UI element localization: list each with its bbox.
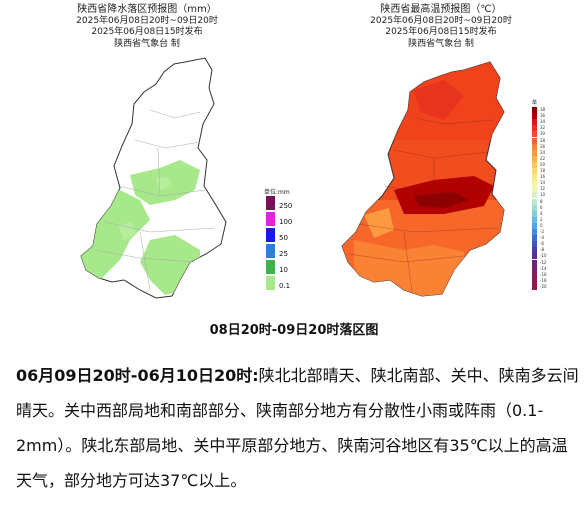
precipitation-map-period: 2025年06月08日20时~09日20时 xyxy=(76,15,218,26)
temperature-legend-label: 0 xyxy=(540,222,543,228)
temperature-legend-swatch xyxy=(532,259,537,266)
temperature-legend-swatch xyxy=(532,229,537,236)
temperature-legend-label: 32 xyxy=(540,125,546,131)
temperature-legend-swatch xyxy=(532,283,537,290)
temperature-legend-swatch xyxy=(532,271,537,278)
temperature-legend-swatch xyxy=(532,149,537,156)
temperature-legend-label: 22 xyxy=(540,155,546,161)
temperature-legend-label: 26 xyxy=(540,143,546,149)
temperature-legend-label: 30 xyxy=(540,131,546,137)
temperature-legend-swatch xyxy=(532,113,537,120)
legend-label: 10 xyxy=(279,266,288,274)
temperature-legend-swatch xyxy=(532,186,537,193)
temperature-legend-label: -8 xyxy=(540,247,544,253)
temperature-legend-swatch xyxy=(532,216,537,223)
precipitation-legend-item: 100 xyxy=(266,212,292,226)
temperature-legend-swatch xyxy=(532,204,537,211)
temperature-legend-label: -18 xyxy=(540,277,547,283)
precipitation-legend-item: 50 xyxy=(266,228,292,242)
temperature-legend-swatch xyxy=(532,107,537,114)
temperature-map-title: 陕西省最高温预报图（℃） xyxy=(380,4,502,15)
map-caption: 08日20时-09日20时落区图 xyxy=(209,323,379,338)
precipitation-map-agency: 陕西省气象台 制 xyxy=(114,38,180,49)
temperature-legend-swatch xyxy=(532,161,537,168)
temperature-legend-swatch xyxy=(532,265,537,272)
precipitation-legend-item: 25 xyxy=(266,244,292,258)
precipitation-legend-item: 250 xyxy=(266,196,292,210)
temperature-legend-label: -20 xyxy=(540,283,547,289)
legend-label: 25 xyxy=(279,250,288,258)
legend-label: 0.1 xyxy=(279,282,291,290)
temperature-legend-swatch xyxy=(532,235,537,242)
temperature-map-agency: 陕西省气象台 制 xyxy=(408,38,474,49)
temperature-legend-swatch xyxy=(532,131,537,138)
temperature-legend-swatch xyxy=(532,155,537,162)
legend-swatch xyxy=(266,212,275,226)
legend-label: 100 xyxy=(279,218,293,226)
temperature-legend-label: 20 xyxy=(540,161,546,167)
temperature-legend-swatch xyxy=(532,210,537,217)
temperature-legend-label: 14 xyxy=(540,180,546,186)
temperature-legend-label: 36 xyxy=(540,113,546,119)
temperature-legend-label: -6 xyxy=(540,241,544,247)
precipitation-map-panel: 陕西省降水落区预报图（mm） 2025年06月08日20时~09日20时 202… xyxy=(0,0,294,310)
temperature-legend-label: 38 xyxy=(540,107,546,112)
temperature-legend-swatch xyxy=(532,125,537,132)
temperature-legend-label: 18 xyxy=(540,168,546,173)
temperature-map xyxy=(341,61,505,297)
forecast-period: 06月09日20时-06月10日20时: xyxy=(16,366,259,385)
temperature-legend-swatch xyxy=(532,119,537,126)
temperature-legend-label: 8 xyxy=(540,198,543,204)
temperature-legend-swatch xyxy=(532,198,537,205)
temperature-legend-swatch xyxy=(532,137,537,144)
temperature-legend-swatch xyxy=(532,168,537,175)
temperature-legend-label: 4 xyxy=(540,210,543,216)
temperature-legend-swatch xyxy=(532,222,537,229)
legend-swatch xyxy=(266,276,275,290)
precipitation-map-issued: 2025年06月08日15时发布 xyxy=(91,27,203,37)
precipitation-legend-item: 10 xyxy=(266,260,292,274)
temperature-map-period: 2025年06月08日20时~09日20时 xyxy=(370,15,512,26)
precipitation-map-header: 陕西省降水落区预报图（mm） 2025年06月08日20时~09日20时 202… xyxy=(0,4,294,50)
temperature-legend-swatch xyxy=(532,247,537,254)
legend-label: 50 xyxy=(279,234,288,242)
precipitation-legend-item: 0.1 xyxy=(266,276,292,290)
temperature-legend-label: 24 xyxy=(540,149,546,155)
temperature-legend-label: -12 xyxy=(540,259,547,265)
precipitation-legend-unit: 单位:mm xyxy=(264,189,290,196)
legend-swatch xyxy=(266,260,275,274)
temperature-legend-label: -10 xyxy=(540,253,547,259)
temperature-legend-label: 34 xyxy=(540,119,546,125)
temperature-map-panel: 陕西省最高温预报图（℃） 2025年06月08日20时~09日20时 2025年… xyxy=(294,0,588,310)
forecast-body: 陕北北部晴天、陕北南部、关中、陕南多云间晴天。关中西部局地和南部部分、陕南部分地… xyxy=(16,366,579,490)
legend-swatch xyxy=(266,196,275,210)
temperature-legend-swatch xyxy=(532,143,537,150)
temperature-legend-label: 16 xyxy=(540,174,546,180)
temperature-legend-label: 28 xyxy=(540,137,546,143)
temperature-legend-swatch xyxy=(532,192,537,199)
temperature-legend-swatch xyxy=(532,174,537,181)
temperature-legend-swatch xyxy=(532,180,537,187)
precipitation-map xyxy=(80,57,227,299)
temperature-legend-label: -16 xyxy=(540,271,547,277)
legend-label: 250 xyxy=(279,202,293,210)
city-boundaries-right xyxy=(348,117,500,293)
city-boundaries-left xyxy=(94,109,216,291)
temperature-map-header: 陕西省最高温预报图（℃） 2025年06月08日20时~09日20时 2025年… xyxy=(294,4,588,50)
legend-swatch xyxy=(266,228,275,242)
temperature-legend-swatch xyxy=(532,253,537,260)
temperature-legend-label: -4 xyxy=(540,235,544,241)
precipitation-map-title: 陕西省降水落区预报图（mm） xyxy=(77,4,217,15)
temperature-legend-label: -2 xyxy=(540,229,544,234)
temperature-legend-label: 6 xyxy=(540,204,543,210)
temperature-legend-label: 2 xyxy=(540,216,543,222)
temperature-legend-swatch xyxy=(532,241,537,248)
temperature-legend-label: 12 xyxy=(540,186,546,192)
temperature-legend-label: 10 xyxy=(540,192,546,198)
legend-swatch xyxy=(266,244,275,258)
temperature-map-issued: 2025年06月08日15时发布 xyxy=(385,27,497,37)
forecast-description: 06月09日20时-06月10日20时:陕北北部晴天、陕北南部、关中、陕南多云间… xyxy=(16,358,582,498)
temperature-legend-swatch xyxy=(532,277,537,284)
temperature-legend-label: -14 xyxy=(540,265,547,271)
